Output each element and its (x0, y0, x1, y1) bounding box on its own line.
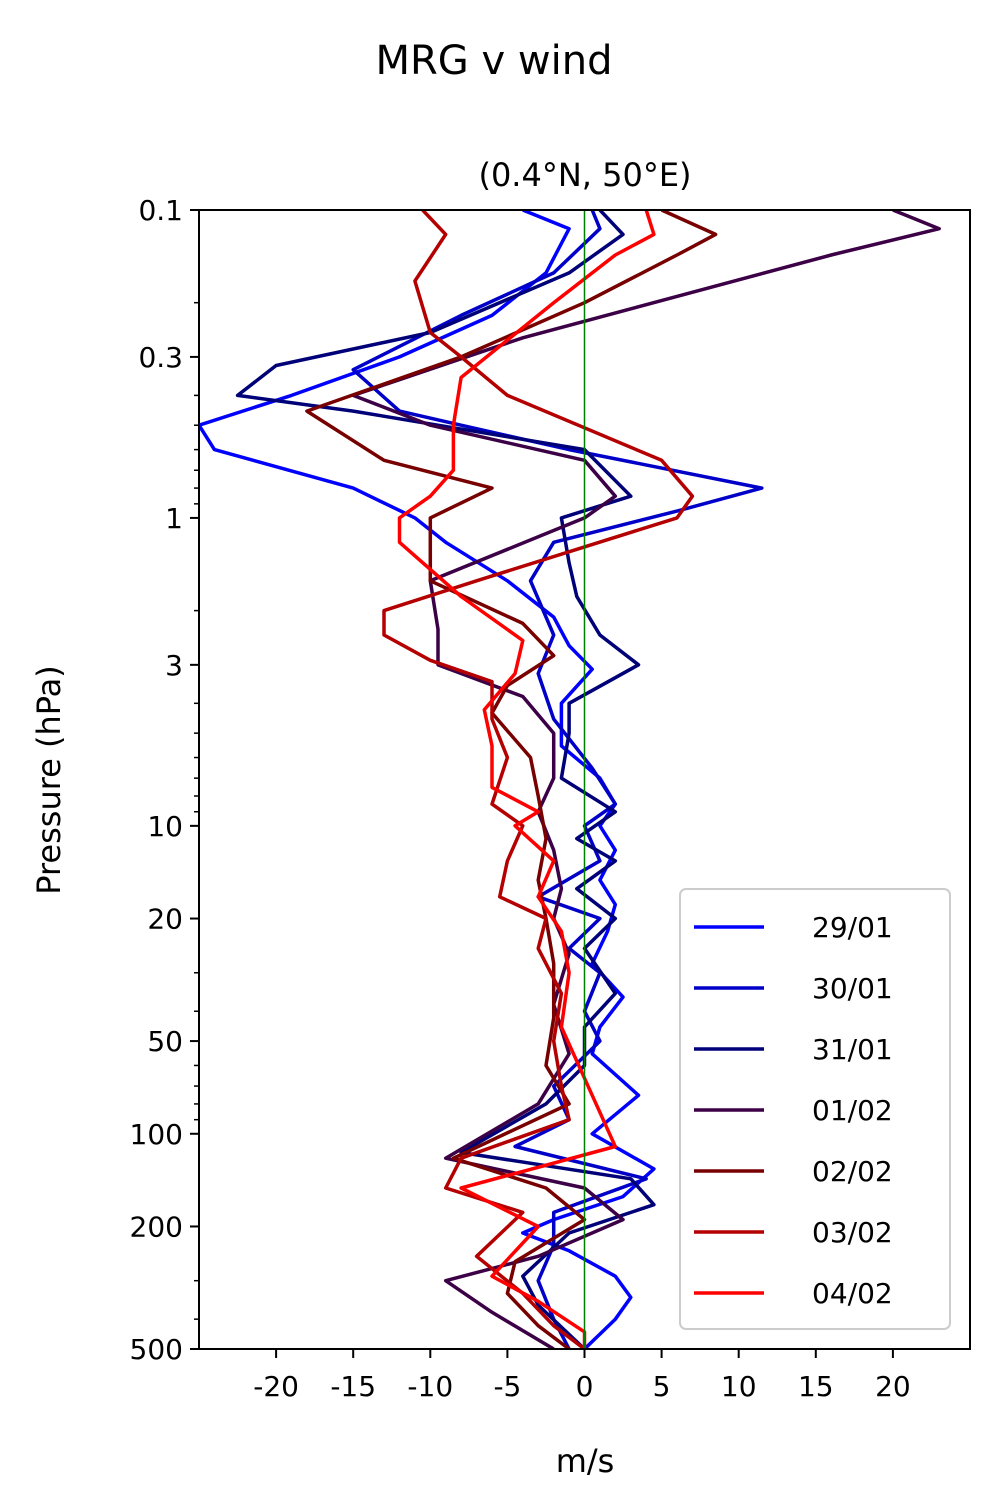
x-axis-label: m/s (556, 1442, 615, 1480)
x-axis: -20 -15 -10 -5 0 5 10 15 20 (253, 1349, 911, 1403)
series-line-2 (235, 210, 656, 1349)
y-tick-label: 200 (130, 1210, 183, 1243)
x-tick-label: -20 (253, 1370, 299, 1403)
x-tick-label: 10 (721, 1370, 757, 1403)
y-tick-label: 50 (147, 1025, 183, 1058)
y-tick-label: 0.1 (138, 194, 183, 227)
x-tick-label: -5 (493, 1370, 521, 1403)
x-tick-label: -15 (330, 1370, 376, 1403)
legend-label: 29/01 (812, 911, 893, 944)
legend-label: 04/02 (812, 1277, 893, 1310)
series-line-5 (382, 210, 695, 1349)
legend-label: 30/01 (812, 972, 893, 1005)
series-line-3 (351, 210, 941, 1349)
chart-subtitle: (0.4°N, 50°E) (478, 156, 691, 194)
x-tick-label: 20 (875, 1370, 911, 1403)
x-tick-label: -10 (407, 1370, 453, 1403)
x-tick-label: 5 (653, 1370, 671, 1403)
legend-label: 03/02 (812, 1216, 893, 1249)
legend-label: 31/01 (812, 1033, 893, 1066)
legend-label: 02/02 (812, 1155, 893, 1188)
y-axis: 0.1 0.3 1 3 10 20 50 100 200 500 (130, 194, 199, 1366)
y-tick-label: 100 (130, 1118, 183, 1151)
chart-title: MRG v wind (376, 38, 613, 84)
series-line-4 (305, 210, 718, 1349)
series-layer (199, 210, 941, 1349)
y-tick-label: 1 (165, 502, 183, 535)
series-line-6 (397, 210, 656, 1349)
legend-label: 01/02 (812, 1094, 893, 1127)
y-tick-label: 10 (147, 810, 183, 843)
y-tick-label: 0.3 (138, 341, 183, 374)
legend: 29/01 30/01 31/01 01/02 02/02 03/02 04/02 (679, 888, 951, 1330)
y-axis-label: Pressure (hPa) (30, 665, 68, 895)
series-line-0 (199, 210, 656, 1349)
y-tick-label: 3 (165, 649, 183, 682)
y-tick-label: 20 (147, 903, 183, 936)
x-tick-label: 0 (576, 1370, 594, 1403)
legend-box (679, 888, 951, 1330)
y-tick-label: 500 (130, 1333, 183, 1366)
x-tick-label: 15 (798, 1370, 834, 1403)
series-line-1 (351, 210, 764, 1349)
